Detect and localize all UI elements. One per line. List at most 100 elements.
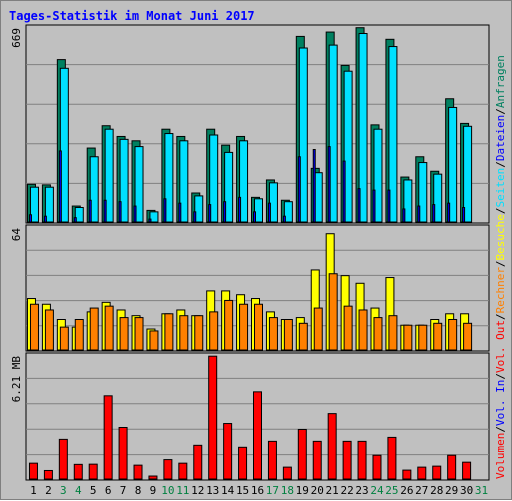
bar-vol-out [223,423,233,480]
day-label: 12 [191,484,204,497]
bar-vol-out [297,428,307,480]
day-label: 18 [281,484,294,497]
bar-rechner [74,319,84,351]
bar-seiten [253,211,256,223]
bar-vol-out [73,463,83,480]
legend-entry: Rechner [494,267,507,314]
bar-dateien [403,179,413,223]
day-label: 29 [445,484,458,497]
bar-dateien [254,198,263,223]
bar-rechner [448,319,458,351]
day-label: 22 [340,484,353,497]
day-label: 5 [90,484,97,497]
bar-seiten [312,149,316,223]
day-label: 11 [176,484,189,497]
bar-rechner [239,303,249,351]
bar-seiten [432,204,436,223]
day-label: 30 [460,484,473,497]
legend-entry: Besuche [494,214,507,260]
bar-vol-out [447,454,457,480]
legend-separator: / [494,161,507,168]
day-label: 14 [221,484,235,497]
bar-rechner [104,305,114,351]
bar-rechner [298,322,308,351]
day-label: 4 [75,484,82,497]
bar-vol-out [28,462,38,480]
bar-vol-out [148,475,158,480]
legend-entry: Anfragen [494,55,507,108]
bar-vol-out [357,440,367,480]
bar-rechner [254,303,263,351]
bar-rechner [149,330,159,351]
bar-rechner [29,303,39,351]
bar-vol-out [43,469,53,480]
bar-vol-out [88,463,98,480]
day-label: 2 [45,484,52,497]
bar-rechner [194,315,204,351]
day-label: 24 [370,484,384,497]
bar-rechner [209,311,219,351]
legend-separator: / [494,207,507,214]
bar-dateien [29,186,39,223]
bar-vol-out [342,440,352,480]
panel-hits-scale-label: 669 [10,28,23,48]
bar-dateien [149,211,159,223]
bar-dateien [179,140,189,223]
day-label: 26 [400,484,413,497]
bar-seiten [58,150,62,223]
day-label: 7 [120,484,127,497]
bar-dateien [104,128,114,223]
legend-entry: Vol. In [494,380,507,426]
bar-seiten [163,198,167,223]
bar-dateien [373,128,383,223]
bar-rechner [373,317,383,351]
bar-vol-out [312,440,322,480]
bar-rechner [328,273,338,351]
day-label: 19 [296,484,309,497]
bar-vol-out [208,355,218,480]
panel-volume-scale-label: 6.21 MB [10,356,23,403]
bar-seiten [402,208,406,223]
day-label: 28 [430,484,443,497]
day-label: 23 [355,484,368,497]
bar-rechner [119,317,129,351]
bar-rechner [343,305,353,351]
day-label: 13 [206,484,219,497]
bar-vol-out [282,466,292,480]
bar-seiten [462,207,466,223]
bar-rechner [418,324,428,351]
day-label: 27 [415,484,428,497]
bar-rechner [403,324,413,351]
bar-vol-out [103,395,113,480]
bar-rechner [433,322,443,351]
bar-dateien [194,195,204,223]
bar-seiten [103,199,107,223]
day-label: 20 [311,484,324,497]
bar-seiten [28,214,32,223]
day-label: 25 [385,484,398,497]
bar-seiten [193,211,197,223]
bar-dateien [283,201,293,223]
bar-dateien [74,207,84,223]
bar-rechner [89,307,99,351]
bar-rechner [268,317,278,351]
bar-seiten [43,215,47,223]
bar-seiten [208,204,212,223]
day-label: 8 [135,484,142,497]
bar-seiten [88,199,92,223]
day-label: 15 [236,484,249,497]
bar-seiten [148,218,152,223]
legend-entry: Seiten [494,168,507,208]
bar-rechner [358,309,368,351]
bar-seiten [372,189,376,223]
legend-separator: / [494,373,507,380]
bar-seiten [238,196,242,223]
bar-rechner [224,299,234,351]
bar-vol-out [193,444,203,480]
bar-dateien [388,46,398,223]
bar-dateien [119,138,129,223]
bar-seiten [73,217,77,223]
bar-seiten [327,146,331,223]
